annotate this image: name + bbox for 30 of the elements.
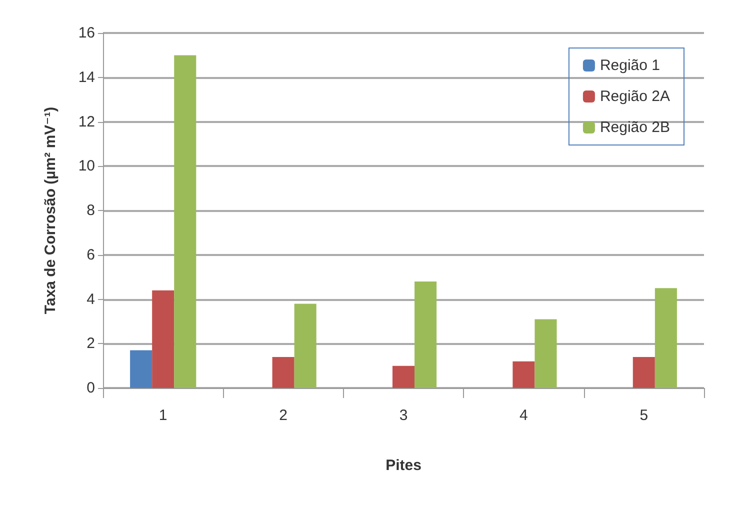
bar xyxy=(534,319,557,388)
y-tick-label: 12 xyxy=(78,113,95,130)
x-tick-label: 1 xyxy=(158,407,168,424)
y-axis-title: Taxa de Corrosão (µm² mV⁻¹) xyxy=(42,106,59,314)
bar xyxy=(294,304,316,388)
x-tick-label: 3 xyxy=(399,407,408,424)
legend-label: Região 1 xyxy=(600,57,660,74)
x-tick-label: 5 xyxy=(640,407,648,424)
y-tick-label: 2 xyxy=(86,335,95,352)
bar xyxy=(632,356,655,388)
x-tick-label: 4 xyxy=(520,407,528,424)
y-tick-label: 14 xyxy=(78,68,95,86)
x-tick-label: 2 xyxy=(279,407,288,424)
y-tick-label: 4 xyxy=(86,290,95,308)
bar xyxy=(152,290,174,388)
legend-label: Região 2A xyxy=(600,88,670,105)
bar xyxy=(512,361,535,388)
y-tick-label: 8 xyxy=(86,202,95,219)
bar xyxy=(174,55,196,388)
y-tick-label: 16 xyxy=(78,24,95,42)
bar xyxy=(392,366,415,388)
bar xyxy=(130,350,152,388)
legend-label: Região 2B xyxy=(600,119,670,136)
y-tick-label: 0 xyxy=(86,380,95,396)
x-axis-title: Pites xyxy=(386,457,422,474)
bar xyxy=(272,356,294,388)
bar xyxy=(654,288,677,388)
y-tick-label: 10 xyxy=(78,158,95,175)
bar xyxy=(414,282,437,388)
y-tick-label: 6 xyxy=(86,246,95,264)
